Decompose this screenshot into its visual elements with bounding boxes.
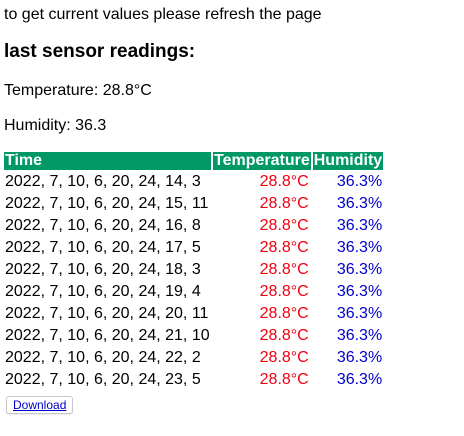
cell-time: 2022, 7, 10, 6, 20, 24, 17, 5 xyxy=(5,239,201,256)
cell-time: 2022, 7, 10, 6, 20, 24, 19, 4 xyxy=(5,283,201,300)
column-header-temperature: Temperature xyxy=(213,152,311,170)
current-humidity: Humidity: 36.3 xyxy=(4,117,107,134)
cell-temperature: 28.8°C xyxy=(259,327,309,344)
cell-humidity: 36.3% xyxy=(336,305,383,322)
table-row: 2022, 7, 10, 6, 20, 24, 14, 3 28.8°C 36.3% xyxy=(4,172,383,192)
table-row: 2022, 7, 10, 6, 20, 24, 21, 10 28.8°C 36.3… xyxy=(4,326,383,346)
cell-humidity: 36.3% xyxy=(336,327,383,344)
cell-humidity: 36.3% xyxy=(336,217,383,234)
cell-temperature: 28.8°C xyxy=(259,173,309,190)
cell-temperature: 28.8°C xyxy=(259,261,309,278)
cell-time: 2022, 7, 10, 6, 20, 24, 18, 3 xyxy=(5,261,201,278)
cell-time: 2022, 7, 10, 6, 20, 24, 20, 11 xyxy=(5,305,209,322)
table-header-row: Time Temperature Humidity xyxy=(4,152,384,170)
cell-time: 2022, 7, 10, 6, 20, 24, 23, 5 xyxy=(5,371,201,388)
column-header-time: Time xyxy=(4,152,211,170)
table-row: 2022, 7, 10, 6, 20, 24, 19, 4 28.8°C 36.3% xyxy=(4,282,383,302)
cell-humidity: 36.3% xyxy=(336,173,383,190)
cell-temperature: 28.8°C xyxy=(259,305,309,322)
table-row: 2022, 7, 10, 6, 20, 24, 20, 11 28.8°C 36.3… xyxy=(4,304,383,324)
cell-humidity: 36.3% xyxy=(336,371,383,388)
cell-humidity: 36.3% xyxy=(336,195,383,212)
refresh-notice: to get current values please refresh the… xyxy=(4,6,322,23)
page-title: last sensor readings: xyxy=(4,41,196,62)
table-row: 2022, 7, 10, 6, 20, 24, 16, 8 28.8°C 36.3% xyxy=(4,216,383,236)
table-row: 2022, 7, 10, 6, 20, 24, 23, 5 28.8°C 36.3% xyxy=(4,370,383,390)
column-header-humidity: Humidity xyxy=(312,152,384,170)
readings-table: Time Temperature Humidity 2022, 7, 10, 6… xyxy=(2,150,385,392)
cell-humidity: 36.3% xyxy=(336,261,383,278)
cell-temperature: 28.8°C xyxy=(259,371,309,388)
table-body: 2022, 7, 10, 6, 20, 24, 14, 3 28.8°C 36.3%… xyxy=(4,172,383,390)
cell-time: 2022, 7, 10, 6, 20, 24, 22, 2 xyxy=(5,349,201,366)
table-row: 2022, 7, 10, 6, 20, 24, 17, 5 28.8°C 36.3% xyxy=(4,238,383,258)
cell-humidity: 36.3% xyxy=(336,283,383,300)
table-row: 2022, 7, 10, 6, 20, 24, 15, 11 28.8°C 36.3… xyxy=(4,194,383,214)
download-button[interactable]: Download xyxy=(6,396,74,414)
current-temperature: Temperature: 28.8°C xyxy=(4,82,152,99)
cell-humidity: 36.3% xyxy=(336,239,383,256)
cell-temperature: 28.8°C xyxy=(259,283,309,300)
cell-temperature: 28.8°C xyxy=(259,239,309,256)
cell-humidity: 36.3% xyxy=(336,349,383,366)
cell-temperature: 28.8°C xyxy=(259,195,309,212)
cell-time: 2022, 7, 10, 6, 20, 24, 21, 10 xyxy=(5,327,210,344)
cell-temperature: 28.8°C xyxy=(259,349,309,366)
table-row: 2022, 7, 10, 6, 20, 24, 22, 2 28.8°C 36.3% xyxy=(4,348,383,368)
cell-time: 2022, 7, 10, 6, 20, 24, 16, 8 xyxy=(5,217,201,234)
cell-temperature: 28.8°C xyxy=(259,217,309,234)
cell-time: 2022, 7, 10, 6, 20, 24, 15, 11 xyxy=(5,195,209,212)
table-row: 2022, 7, 10, 6, 20, 24, 18, 3 28.8°C 36.3% xyxy=(4,260,383,280)
cell-time: 2022, 7, 10, 6, 20, 24, 14, 3 xyxy=(5,173,201,190)
